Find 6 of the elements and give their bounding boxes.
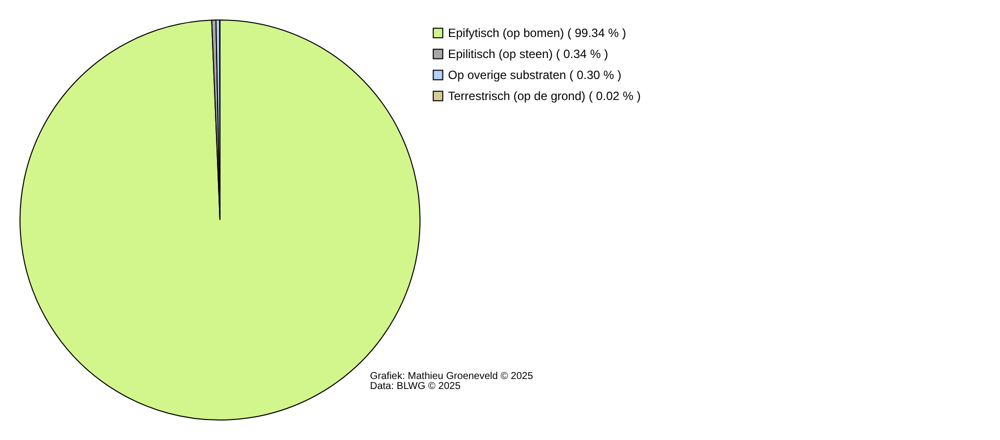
text: Grafiek: Mathieu Groeneveld © 2025	[370, 371, 534, 382]
legend-label: Epifytisch (op bomen) ( 99.34 % )	[448, 26, 626, 40]
text: Data: BLWG © 2025	[370, 381, 461, 392]
legend-label: Terrestrisch (op de grond) ( 0.02 % )	[448, 89, 641, 103]
legend-label: Op overige substraten ( 0.30 % )	[448, 68, 622, 82]
legend-label: Epilitisch (op steen) ( 0.34 % )	[448, 47, 608, 61]
